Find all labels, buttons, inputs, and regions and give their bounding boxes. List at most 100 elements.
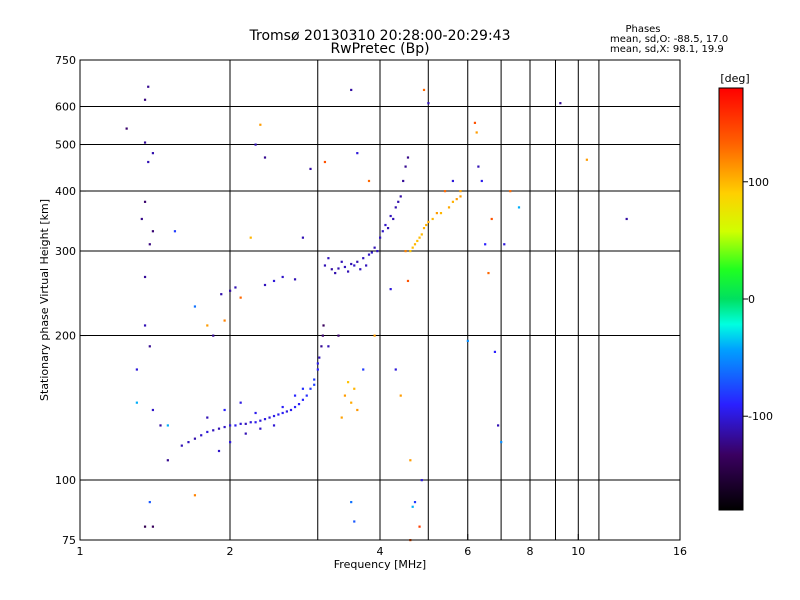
data-point	[389, 288, 392, 291]
x-axis-label: Frequency [MHz]	[334, 558, 426, 571]
data-point	[420, 233, 423, 236]
data-point	[293, 278, 297, 281]
data-point	[135, 368, 138, 371]
data-point	[259, 419, 262, 422]
data-point	[340, 416, 343, 419]
data-point	[367, 179, 371, 183]
data-point	[272, 424, 276, 427]
data-point	[343, 394, 347, 397]
data-point	[379, 236, 382, 239]
x-tick-label: 10	[571, 545, 585, 558]
data-point	[399, 195, 402, 198]
colorbar-tick-label: 0	[748, 293, 755, 306]
data-point	[151, 525, 155, 528]
data-point	[394, 206, 397, 209]
data-point	[212, 334, 215, 337]
data-point	[411, 505, 414, 508]
data-point	[289, 408, 293, 412]
y-tick-labels: 75 100 200 300 400 500 600 750	[55, 54, 86, 547]
data-point	[151, 230, 155, 233]
data-point	[402, 179, 405, 183]
data-point	[206, 416, 209, 419]
data-point	[200, 434, 203, 437]
data-point	[244, 432, 247, 435]
data-point	[301, 398, 305, 401]
data-point	[229, 289, 232, 292]
data-point	[187, 441, 190, 444]
data-point	[272, 414, 276, 418]
x-tick-label: 8	[527, 545, 534, 558]
data-point	[337, 267, 340, 270]
data-point	[234, 286, 237, 289]
data-point	[327, 257, 330, 260]
data-point	[343, 265, 347, 269]
y-axis-label: Stationary phase Virtual Height [km]	[38, 199, 51, 401]
data-point	[143, 324, 147, 327]
colorbar-ticks: 100 0 -100	[743, 176, 773, 423]
data-point	[254, 143, 257, 146]
data-point	[239, 296, 242, 299]
data-point	[229, 441, 232, 444]
data-point	[350, 262, 353, 266]
data-point	[143, 200, 147, 203]
data-point	[340, 260, 343, 263]
data-point	[263, 418, 267, 421]
data-point	[425, 223, 428, 227]
data-point	[480, 179, 483, 183]
data-point	[585, 158, 588, 161]
data-point	[350, 401, 353, 404]
data-point	[411, 246, 414, 249]
y-tick-label: 500	[55, 139, 76, 152]
data-point	[503, 243, 506, 246]
data-point	[140, 217, 143, 221]
data-point	[356, 152, 359, 155]
data-point	[217, 427, 221, 430]
data-point	[143, 98, 147, 101]
y-tick-label: 300	[55, 245, 76, 258]
data-point	[321, 334, 324, 337]
data-point	[493, 350, 497, 353]
x-tick-labels: 1 2 4 6 8 10 16	[77, 534, 687, 558]
data-point	[281, 275, 284, 279]
data-point	[220, 293, 223, 296]
data-point	[490, 217, 493, 221]
data-point	[166, 424, 169, 427]
data-point	[420, 479, 423, 482]
data-point	[151, 152, 155, 155]
data-point	[427, 102, 430, 105]
x-tick-label: 1	[77, 545, 84, 558]
data-point	[301, 236, 305, 239]
data-point	[263, 283, 267, 287]
data-point	[356, 408, 359, 412]
data-point	[384, 223, 387, 227]
data-point	[439, 212, 443, 215]
data-point	[223, 408, 226, 412]
data-point	[193, 305, 197, 308]
data-point	[323, 160, 327, 164]
y-tick-label: 100	[55, 474, 76, 487]
data-point	[367, 253, 371, 256]
data-point	[234, 424, 237, 427]
data-point	[166, 459, 169, 462]
data-point	[272, 279, 276, 283]
data-point	[353, 387, 356, 390]
data-point	[394, 368, 397, 371]
data-point	[212, 429, 215, 432]
data-point	[409, 459, 412, 462]
data-point	[399, 394, 402, 397]
data-point	[206, 324, 209, 327]
x-tick-label: 2	[227, 545, 234, 558]
data-point	[125, 127, 128, 130]
data-point	[365, 264, 368, 267]
data-point	[293, 394, 297, 397]
data-point	[409, 250, 412, 253]
y-tick-label: 600	[55, 101, 76, 114]
data-point	[389, 214, 392, 218]
data-point	[147, 85, 150, 88]
y-tick-label: 750	[55, 54, 76, 67]
data-point	[418, 525, 421, 528]
data-point	[263, 156, 267, 159]
data-point	[447, 206, 451, 209]
data-point	[193, 437, 197, 440]
